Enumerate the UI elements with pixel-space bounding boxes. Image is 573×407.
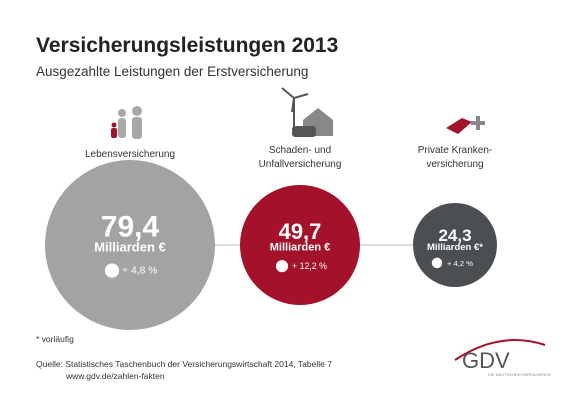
title: Versicherungsleistungen 2013 [36, 34, 338, 57]
value: 24,3 [438, 226, 471, 245]
unit: Milliarden €* [427, 242, 483, 253]
category-label: Private Kranken- [418, 145, 492, 156]
footnote: * vorläufig [36, 334, 74, 344]
change: + 12,2 % [292, 261, 327, 271]
change: + 4,2 % [447, 259, 473, 268]
source: Quelle: Statistisches Taschenbuch der Ve… [36, 359, 332, 369]
logo-swoosh [454, 339, 546, 361]
subtitle: Ausgezahlte Leistungen der Erstversicher… [36, 64, 308, 79]
value-circle [45, 160, 215, 330]
unit: Milliarden € [94, 240, 166, 255]
trend-icon [275, 260, 289, 273]
category-label: Lebensversicherung [85, 149, 175, 160]
value: 79,4 [101, 211, 160, 244]
change: + 4,8 % [122, 266, 158, 277]
category-label: versicherung [426, 159, 483, 170]
category-label: Unfallversicherung [259, 159, 342, 170]
value: 49,7 [279, 219, 322, 244]
property-icon [281, 87, 333, 137]
unit: Milliarden € [270, 242, 331, 254]
value-circle [240, 185, 360, 305]
category-label: Schaden- und [269, 145, 331, 156]
logo: GDV [462, 348, 510, 373]
logo-tagline: DIE DEUTSCHEN VERSICHERER [488, 372, 551, 377]
family-icon [111, 106, 142, 139]
trend-icon [431, 257, 443, 269]
health-icon [446, 116, 485, 134]
source-url: www.gdv.de/zahlen-fakten [65, 371, 165, 381]
trend-icon [104, 263, 120, 278]
